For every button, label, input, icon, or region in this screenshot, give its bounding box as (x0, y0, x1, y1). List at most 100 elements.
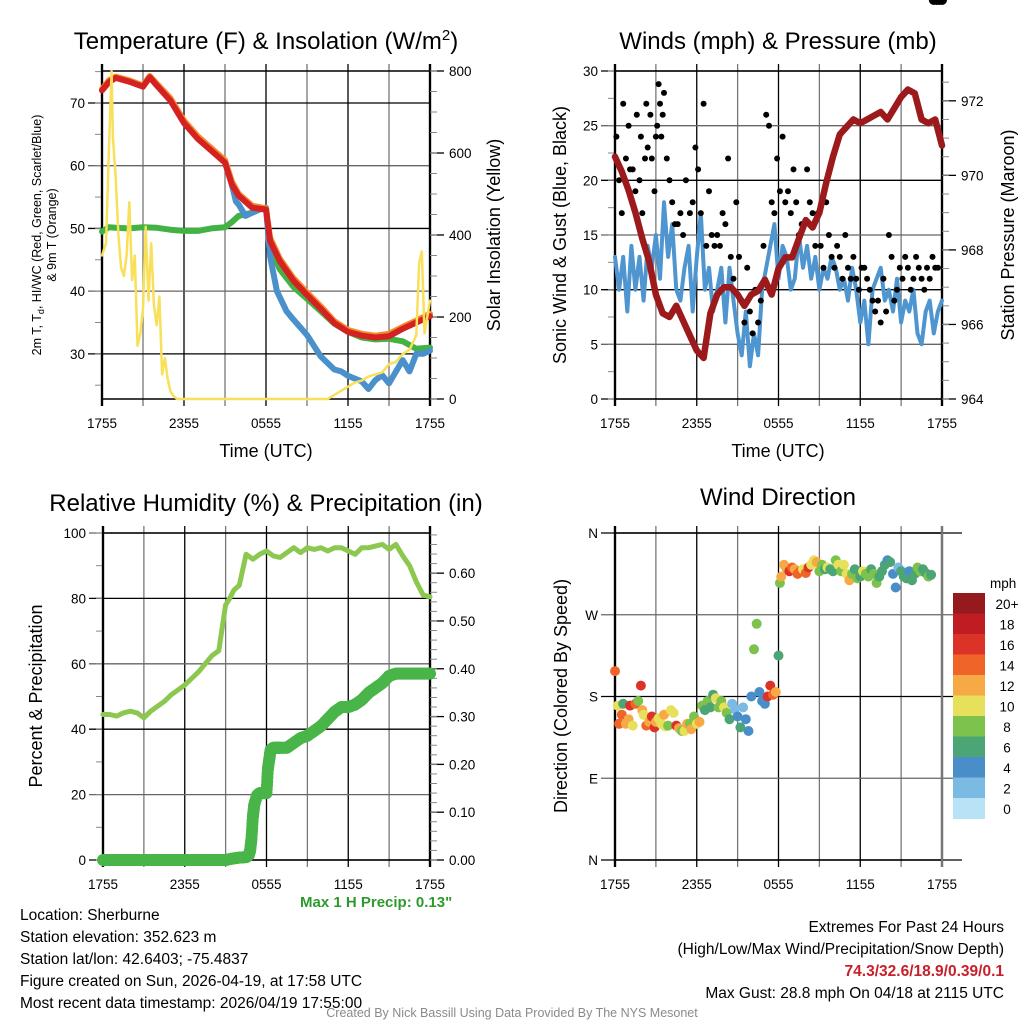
temperature-ylabel-line2: & 9m T (Orange) (45, 188, 59, 281)
y2-tick-label: 800 (449, 64, 472, 79)
x-tick-label: 1155 (334, 877, 363, 892)
gust-point (637, 133, 644, 140)
gust-point (706, 188, 712, 195)
gust-point (633, 111, 640, 118)
colorbar-label: 12 (999, 679, 1014, 694)
wind-direction-point (754, 687, 765, 697)
gust-point (642, 155, 648, 162)
colorbar-label: 10 (999, 700, 1014, 715)
gust-point (817, 242, 824, 249)
y-tick-label: 40 (71, 722, 86, 737)
gust-point (654, 122, 661, 129)
colorbar-swatch (953, 613, 985, 635)
colorbar-swatch (953, 736, 985, 758)
gust-point (768, 199, 775, 206)
gust-point (741, 319, 748, 326)
colorbar-swatch (953, 634, 985, 655)
gust-point (663, 155, 670, 162)
gust-point (657, 100, 663, 107)
y-tick-label: N (588, 853, 598, 868)
wind-direction-point (738, 702, 749, 713)
credit-text: Created By Nick Bassill Using Data Provi… (326, 1006, 698, 1020)
gust-point (891, 297, 898, 304)
colorbar-label: 6 (1003, 741, 1011, 756)
gust-point (774, 155, 781, 162)
gust-point (918, 275, 925, 282)
gust-point (913, 253, 920, 260)
colorbar-label: 0 (1003, 802, 1011, 817)
y2-tick-label: 0.60 (449, 566, 475, 581)
gust-point (782, 199, 789, 206)
colorbar-swatch (953, 757, 985, 778)
gust-point (618, 210, 625, 217)
y-tick-label: 10 (583, 283, 598, 298)
gust-point (915, 264, 922, 271)
winds-ylabel: Sonic Wind & Gust (Blue, Black) (550, 106, 570, 364)
gust-point (771, 210, 778, 217)
gust-point (855, 286, 862, 293)
y2-tick-label: 968 (961, 243, 984, 258)
colorbar-swatch (953, 716, 985, 737)
wind-direction-point (749, 644, 759, 655)
gust-point (787, 210, 794, 217)
gust-point (845, 264, 851, 271)
y-tick-label: 20 (583, 173, 598, 188)
colorbar-label: 2 (1003, 782, 1011, 797)
gust-point (894, 286, 900, 293)
gust-point (719, 210, 726, 217)
gust-point (804, 166, 811, 173)
x-tick-label: 1155 (333, 416, 362, 431)
colorbar-label: 16 (999, 638, 1014, 653)
gust-point (652, 133, 659, 140)
temperature-ylabel-line1: 2m T, Td, HI/WC (Red, Green, Scarlet/Blu… (30, 115, 46, 356)
y2-tick-label: 0.00 (449, 853, 475, 868)
colorbar-label: 20+ (996, 597, 1019, 612)
gust-point (883, 308, 890, 315)
y-tick-label: 50 (70, 221, 85, 236)
gust-point (697, 210, 704, 217)
y-tick-label: 25 (583, 119, 598, 134)
y-tick-label: 60 (71, 657, 86, 672)
gust-point (703, 242, 710, 249)
y-tick-label: 0 (590, 392, 598, 407)
gust-point (836, 253, 843, 260)
wind-direction-point (663, 720, 674, 731)
max-precip-annotation: Max 1 H Precip: 0.13" (300, 894, 453, 911)
wind-direction-point (668, 707, 679, 718)
gust-point (834, 242, 841, 249)
gust-point (899, 275, 906, 282)
recent-timestamp-text: Most recent data timestamp: 2026/04/19 1… (20, 995, 363, 1012)
gust-point (711, 242, 718, 249)
gust-point (904, 264, 911, 271)
x-tick-label: 1755 (927, 877, 957, 892)
wind-direction-point (740, 714, 751, 725)
y-tick-label: 0 (78, 853, 86, 868)
gust-point (907, 286, 914, 293)
gust-point (680, 232, 687, 238)
winds-y2label: Station Pressure (Maroon) (998, 129, 1018, 340)
colorbar-swatch (953, 593, 985, 614)
gust-point (820, 264, 827, 271)
gust-point (924, 264, 930, 271)
y2-tick-label: 0.10 (449, 805, 475, 820)
y-tick-label: W (585, 608, 598, 623)
gust-point (839, 275, 846, 282)
gust-point (639, 210, 646, 217)
humidity-ylabel: Percent & Precipitation (26, 604, 46, 787)
gust-point (872, 308, 879, 315)
gust-point (828, 253, 835, 260)
wind-direction-point (770, 687, 781, 697)
gust-point (682, 177, 689, 184)
wind-direction-point (743, 726, 754, 736)
gust-point (686, 210, 693, 217)
wind-direction-point (610, 666, 620, 677)
gust-point (793, 199, 800, 206)
gust-point (910, 275, 917, 282)
y2-tick-label: 400 (449, 228, 472, 243)
gust-point (875, 297, 881, 304)
gust-point (692, 144, 699, 151)
x-tick-label: 1155 (846, 416, 875, 431)
humidity-chart: 0 20 40 60 80 100 1755 2355 0555 1155 1755 0.00 0.10… (63, 526, 475, 892)
gust-point (625, 122, 632, 129)
